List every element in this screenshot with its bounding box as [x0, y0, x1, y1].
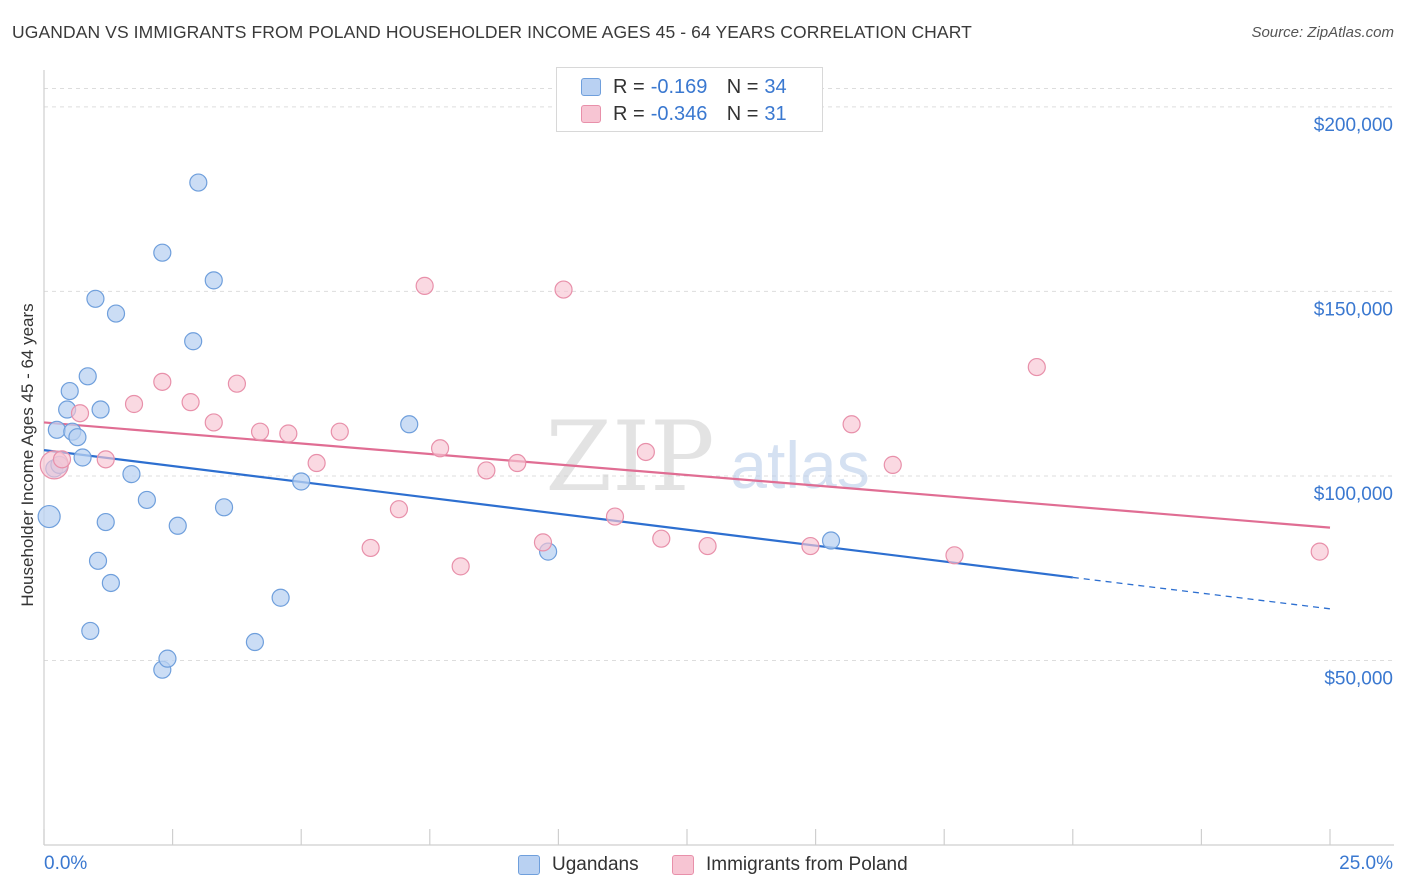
point-ugandans	[153, 243, 172, 262]
legend-swatch-blue	[581, 78, 601, 96]
point-poland	[652, 529, 671, 548]
point-ugandans	[60, 381, 79, 401]
trend-line-ugandans-extrapolated	[1072, 576, 1331, 610]
legend-r-value: -0.346	[650, 102, 708, 125]
point-ugandans	[68, 428, 87, 447]
point-ugandans	[122, 465, 141, 484]
point-ugandans	[37, 504, 61, 529]
point-poland	[181, 393, 200, 412]
point-ugandans	[73, 448, 92, 467]
point-ugandans	[81, 621, 100, 641]
point-poland	[533, 533, 553, 552]
legend-n-label: N =	[726, 102, 759, 125]
point-poland	[70, 404, 90, 423]
point-poland	[605, 507, 625, 526]
point-poland	[698, 536, 717, 556]
point-ugandans	[78, 367, 97, 386]
y-tick-label: $50,000	[1324, 668, 1393, 689]
point-ugandans	[292, 472, 311, 491]
point-poland	[361, 538, 380, 558]
bottom-legend-label: Immigrants from Poland	[706, 854, 908, 875]
point-poland	[330, 422, 349, 441]
legend-r-label: R =	[613, 75, 645, 98]
trend-line-ugandans	[43, 449, 1073, 579]
point-poland	[801, 536, 820, 556]
point-poland	[204, 413, 223, 432]
point-poland	[883, 455, 902, 474]
point-ugandans	[821, 531, 841, 550]
point-poland	[636, 442, 655, 462]
point-ugandans	[204, 271, 223, 290]
bottom-legend-swatch-pink	[672, 855, 694, 875]
legend-r-label: R =	[613, 102, 645, 125]
x-tick-label-min: 0.0%	[44, 853, 87, 874]
tick-labels: $50,000 $100,000 $150,000 $200,000 0.0% 25.0%	[44, 115, 1393, 874]
y-tick-label: $200,000	[1314, 115, 1393, 136]
legend-swatch-pink	[581, 105, 601, 123]
point-ugandans	[47, 420, 66, 439]
point-poland	[307, 453, 326, 473]
chart-title: UGANDAN VS IMMIGRANTS FROM POLAND HOUSEH…	[12, 22, 972, 42]
point-poland	[554, 280, 573, 299]
point-ugandans	[271, 588, 290, 607]
gridlines	[44, 87, 1394, 661]
legend-row-poland: R = -0.346 N = 31	[581, 100, 787, 128]
point-poland	[250, 422, 270, 441]
bottom-legend-poland[interactable]: Immigrants from Poland	[672, 851, 908, 879]
point-ugandans	[245, 632, 265, 652]
y-axis-label: Householder Income Ages 45 - 64 years	[18, 303, 37, 607]
bottom-legend-label: Ugandans	[552, 854, 639, 875]
legend-n-label: N =	[726, 75, 759, 98]
legend-r-value: -0.169	[650, 75, 708, 98]
point-ugandans	[91, 400, 110, 419]
point-poland	[451, 557, 470, 576]
legend-row-ugandans: R = -0.169 N = 34	[581, 73, 787, 101]
point-ugandans	[106, 304, 126, 323]
point-poland	[842, 415, 861, 434]
legend-n-value: 31	[764, 102, 787, 125]
watermark-atlas: atlas	[730, 428, 869, 502]
watermark-zip: ZIP	[545, 401, 714, 513]
point-ugandans	[400, 415, 419, 434]
point-ugandans	[214, 498, 234, 517]
point-poland	[945, 546, 964, 565]
point-poland	[1027, 357, 1046, 377]
correlation-legend: R = -0.169 N = 34 R = -0.346 N = 31	[556, 67, 823, 132]
point-poland	[52, 450, 72, 469]
y-tick-label: $100,000	[1314, 484, 1393, 505]
point-poland	[96, 450, 115, 469]
series-ugandans-points	[37, 173, 841, 679]
point-poland	[153, 372, 172, 391]
point-ugandans	[137, 490, 156, 510]
point-poland	[1310, 542, 1329, 561]
point-poland	[279, 424, 298, 443]
point-ugandans	[86, 289, 105, 308]
point-ugandans	[184, 332, 203, 351]
series-poland-points	[39, 276, 1329, 576]
point-poland	[430, 439, 450, 458]
axes	[43, 70, 1394, 846]
point-ugandans	[88, 551, 108, 570]
legend-n-value: 34	[764, 75, 787, 98]
point-ugandans	[158, 649, 177, 668]
point-ugandans	[101, 573, 120, 593]
point-poland	[415, 276, 434, 295]
point-poland	[477, 461, 496, 480]
y-tick-label: $150,000	[1314, 299, 1393, 320]
x-tick-label-max: 25.0%	[1339, 853, 1393, 874]
bottom-legend-swatch-blue	[518, 855, 540, 875]
point-poland	[124, 394, 144, 414]
point-poland	[389, 500, 409, 519]
bottom-legend-ugandans[interactable]: Ugandans	[518, 851, 639, 879]
point-poland	[508, 453, 527, 473]
source-label: Source: ZipAtlas.com	[1251, 24, 1394, 41]
point-ugandans	[168, 516, 187, 535]
point-ugandans	[189, 173, 208, 192]
point-ugandans	[96, 512, 115, 532]
point-poland	[227, 374, 246, 393]
